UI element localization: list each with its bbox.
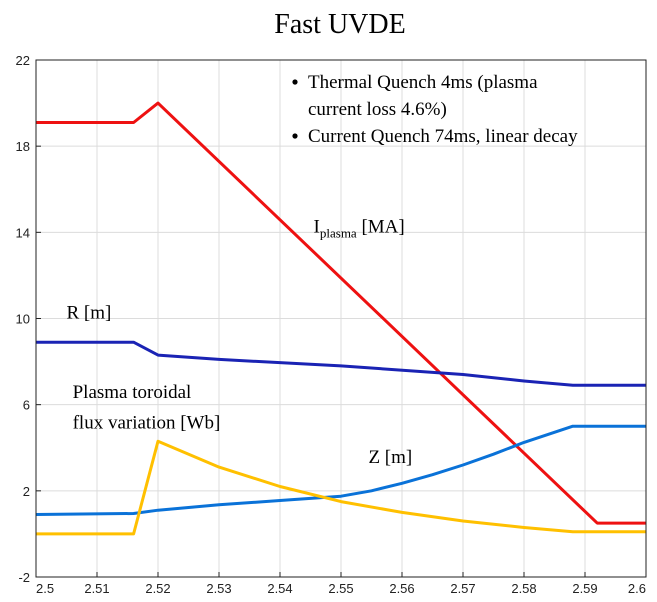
- y-tick-label: 2: [23, 484, 30, 499]
- y-tick-label: 14: [16, 225, 30, 240]
- notes-layer: Thermal Quench 4ms (plasma current loss 4…: [292, 72, 578, 147]
- x-tick-label: 2.51: [84, 581, 109, 596]
- tick-layer: 2.5 2.51 2.52 2.53 2.54 2.55 2.56 2.57 2.58 2.59 2…: [16, 53, 647, 596]
- x-tick-label: 2.54: [267, 581, 292, 596]
- z-position-line: [35, 424, 646, 516]
- x-tick-label: 2.52: [145, 581, 170, 596]
- label-layer: Iplasma [MA] R [m] Plasma toroidal flux var…: [67, 216, 413, 467]
- note-bullet: [292, 79, 298, 85]
- series-annotation: flux variation [Wb]: [73, 412, 221, 433]
- y-tick-label: 6: [23, 398, 30, 413]
- x-tick-label: 2.57: [450, 581, 475, 596]
- series-annotation: Plasma toroidal: [73, 382, 192, 403]
- y-tick-label: -2: [18, 570, 30, 585]
- note-line: Thermal Quench 4ms (plasma: [308, 72, 538, 93]
- r-position-line: [36, 340, 646, 387]
- x-tick-label: 2.6: [628, 581, 646, 596]
- note-bullet: [292, 133, 298, 139]
- x-tick-label: 2.53: [206, 581, 231, 596]
- x-tick-label: 2.5: [36, 581, 54, 596]
- series-annotation: R [m]: [67, 303, 112, 324]
- series-layer: [35, 101, 646, 536]
- x-tick-label: 2.58: [511, 581, 536, 596]
- chart-title: Fast UVDE: [274, 9, 405, 40]
- y-tick-label: 10: [16, 312, 30, 327]
- note-line: current loss 4.6%): [308, 99, 447, 120]
- x-tick-label: 2.55: [328, 581, 353, 596]
- x-tick-label: 2.56: [389, 581, 414, 596]
- plasma-current-line: [36, 101, 646, 525]
- toroidal-flux-line: [36, 439, 646, 536]
- series-annotation: Z [m]: [368, 447, 412, 468]
- x-tick-label: 2.59: [572, 581, 597, 596]
- note-line: Current Quench 74ms, linear decay: [308, 126, 578, 147]
- y-tick-label: 18: [16, 139, 30, 154]
- y-tick-label: 22: [16, 53, 30, 68]
- series-annotation: Iplasma [MA]: [314, 216, 405, 240]
